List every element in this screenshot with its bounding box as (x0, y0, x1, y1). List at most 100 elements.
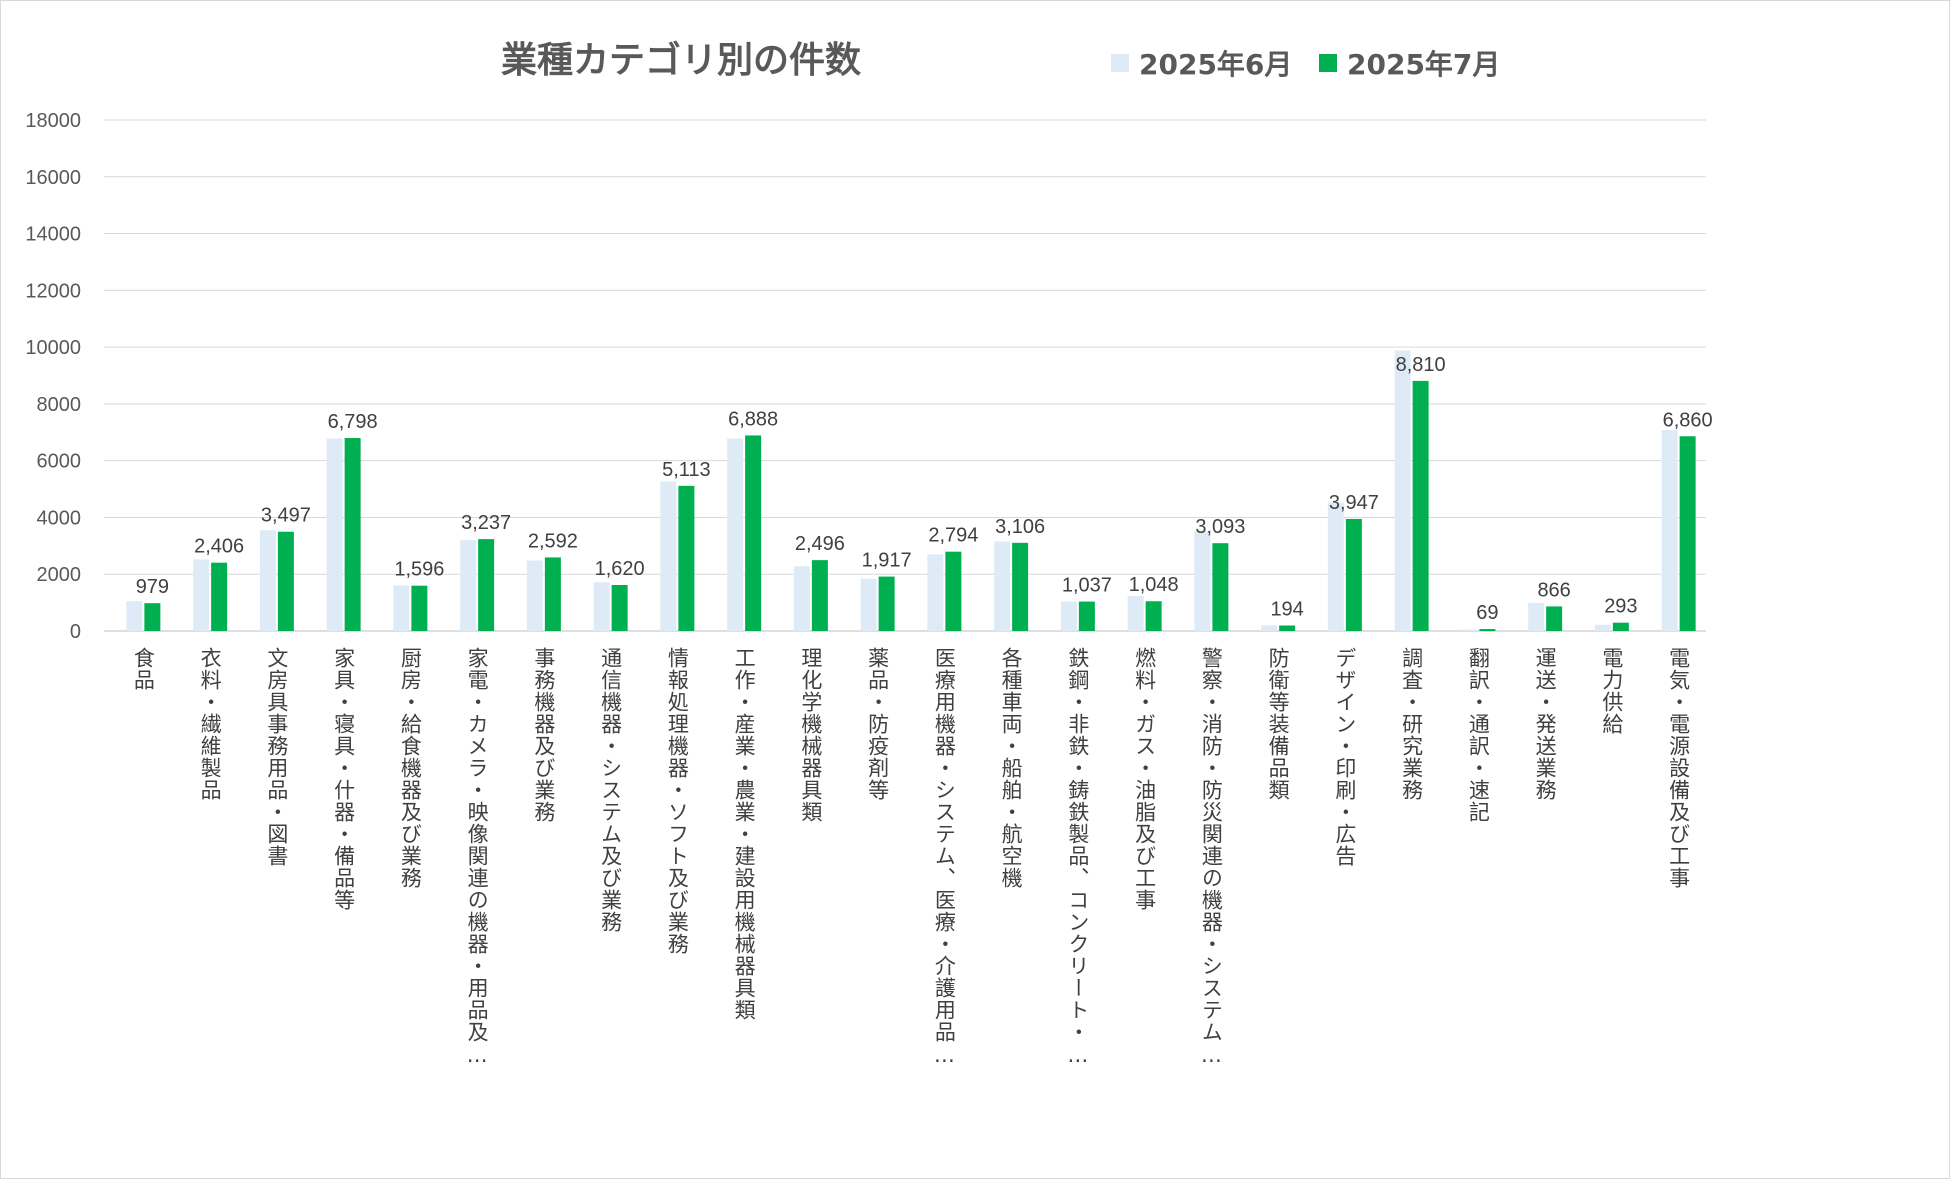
data-label: 1,037 (1062, 575, 1112, 597)
data-label: 3,947 (1329, 492, 1379, 514)
chart-title: 業種カテゴリ別の件数 (501, 40, 862, 81)
x-tick-label: 厨房・給食機器及び業務 (398, 647, 423, 889)
bar-july (277, 531, 294, 631)
bar-july (478, 539, 495, 631)
data-label: 69 (1476, 602, 1498, 624)
data-label: 293 (1604, 596, 1637, 618)
x-tick-label: 運送・発送業務 (1533, 647, 1558, 801)
x-tick-label: 翻訳・通訳・速記 (1466, 647, 1491, 823)
legend-item-june: 2025年6月 (1111, 43, 1292, 83)
bar-june (1127, 596, 1144, 631)
bar-july (811, 560, 828, 631)
x-tick-label: 薬品・防疫剤等 (865, 647, 890, 801)
bar-july (1612, 622, 1629, 631)
y-tick-label: 6000 (37, 451, 82, 473)
y-tick-label: 10000 (25, 337, 81, 359)
data-label: 6,860 (1663, 409, 1713, 431)
data-label: 2,592 (528, 530, 578, 552)
bar-june (326, 438, 343, 631)
x-tick-label: 食品 (131, 647, 156, 691)
x-tick-label: 情報処理機器・ソフト及び業務 (665, 647, 690, 955)
bar-june (1261, 625, 1278, 631)
bar-june (1461, 629, 1478, 631)
bar-june (126, 601, 143, 631)
bar-july (144, 603, 161, 631)
bar-july (678, 485, 695, 631)
bar-june (193, 559, 210, 631)
bar-july (1212, 543, 1229, 631)
bar-june (593, 582, 610, 631)
bar-june (860, 578, 877, 631)
data-label: 3,497 (261, 505, 311, 527)
x-tick-label: 警察・消防・防災関連の機器・システム… (1199, 647, 1224, 1068)
x-tick-label: 衣料・繊維製品 (198, 647, 223, 801)
bar-july (1412, 380, 1429, 631)
bar-july (1345, 518, 1362, 631)
bar-june (1194, 531, 1211, 631)
bar-june (660, 481, 677, 631)
bar-july (1679, 436, 1696, 631)
bar-july (1279, 625, 1296, 631)
bar-june (994, 541, 1011, 631)
data-label: 1,917 (862, 550, 912, 572)
data-label: 194 (1270, 598, 1303, 620)
y-tick-label: 12000 (25, 280, 81, 302)
bar-june (1528, 602, 1545, 631)
bar-june (1060, 601, 1077, 631)
data-label: 1,596 (394, 559, 444, 581)
data-label: 2,496 (795, 533, 845, 555)
data-label: 5,113 (662, 459, 711, 481)
bar-july (1145, 601, 1162, 631)
x-tick-label: 各種車両・船舶・航空機 (999, 647, 1024, 889)
data-label: 3,093 (1195, 516, 1245, 538)
x-tick-label: 鉄鋼・非鉄・鋳鉄製品、コンクリート・… (1065, 647, 1090, 1068)
bar-june (1594, 624, 1611, 631)
bar-july (1479, 629, 1496, 631)
x-tick-label: 家具・寝具・什器・備品等 (331, 647, 356, 911)
data-label: 6,798 (328, 411, 378, 433)
y-tick-label: 18000 (25, 110, 81, 132)
bar-june (393, 585, 410, 631)
bar-july (945, 551, 962, 631)
data-label: 979 (136, 576, 169, 598)
bar-june (1394, 350, 1411, 631)
bar-july (411, 585, 428, 631)
y-tick-label: 2000 (37, 564, 82, 586)
bar-june (1661, 430, 1678, 631)
bar-june (927, 554, 944, 631)
bar-july (878, 576, 895, 631)
x-tick-label: 工作・産業・農業・建設用機械器具類 (732, 647, 757, 1021)
data-label: 2,794 (928, 525, 978, 547)
legend-label-june: 2025年6月 (1139, 48, 1293, 81)
y-tick-label: 14000 (25, 224, 81, 246)
x-tick-label: 文房具事務用品・図書 (264, 647, 289, 867)
x-tick-label: 燃料・ガス・油脂及び工事 (1132, 647, 1157, 911)
bar-july (1546, 606, 1563, 631)
y-tick-label: 16000 (25, 167, 81, 189)
bar-july (544, 557, 561, 631)
bar-june (793, 566, 810, 631)
x-tick-label: 電気・電源設備及び工事 (1666, 647, 1691, 889)
bar-july (1012, 542, 1029, 631)
bar-june (526, 560, 543, 631)
bar-july (1078, 601, 1095, 631)
legend-swatch-july (1319, 54, 1337, 72)
data-label: 2,406 (194, 536, 244, 558)
data-label: 866 (1537, 579, 1570, 601)
x-tick-label: 家電・カメラ・映像関連の機器・用品及… (465, 647, 490, 1068)
x-tick-label: 調査・研究業務 (1399, 647, 1424, 801)
bar-july (344, 438, 361, 631)
x-tick-label: 電力供給 (1599, 647, 1624, 735)
bar-june (727, 438, 744, 631)
legend-label-july: 2025年7月 (1347, 48, 1501, 81)
bar-june (259, 530, 276, 631)
bar-july (211, 562, 228, 631)
y-tick-label: 4000 (37, 507, 82, 529)
legend-item-july: 2025年7月 (1319, 43, 1500, 83)
bar-july (611, 585, 628, 631)
data-label: 6,888 (728, 408, 778, 430)
x-tick-label: 理化学機械器具類 (798, 647, 823, 823)
x-tick-label: 医療用機器・システム、医療・介護用品… (932, 647, 957, 1068)
